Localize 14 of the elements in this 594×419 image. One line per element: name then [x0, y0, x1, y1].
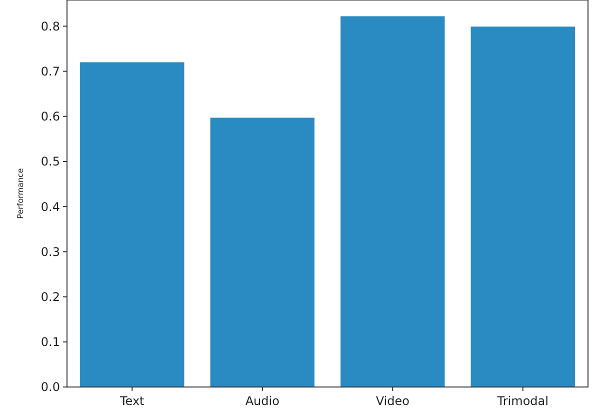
y-axis-title: Performance	[16, 168, 25, 219]
x-tick-label: Text	[118, 394, 145, 408]
y-tick-label: 0.1	[40, 335, 60, 350]
y-tick-label: 0.6	[40, 110, 60, 124]
x-tick-label: Video	[376, 394, 410, 408]
y-tick-label: 0.0	[40, 380, 60, 394]
y-tick-label: 0.5	[40, 154, 60, 169]
y-tick-label: 0.3	[40, 244, 60, 259]
y-tick-label: 0.8	[40, 19, 60, 34]
y-tick-label: 0.4	[40, 200, 60, 214]
y-tick-label: 0.7	[40, 64, 60, 78]
x-tick-label: Trimodal	[496, 394, 548, 408]
x-tick-label: Audio	[245, 394, 280, 408]
y-tick-label: 0.2	[40, 290, 60, 304]
